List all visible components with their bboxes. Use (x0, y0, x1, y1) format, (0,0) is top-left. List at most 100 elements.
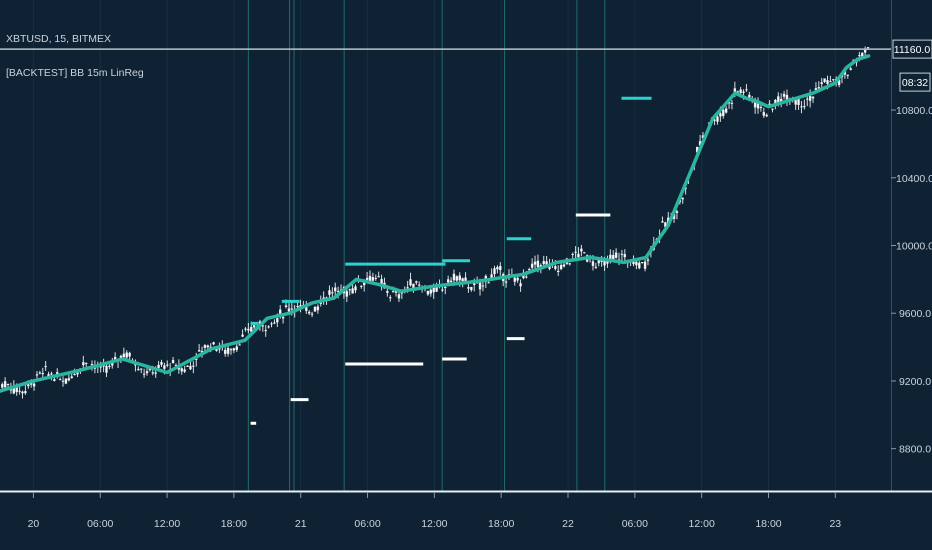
candle-body (722, 109, 725, 116)
candle-body (794, 99, 797, 105)
candle-body (154, 372, 157, 374)
candle-body (519, 283, 522, 287)
candle-body (328, 290, 331, 295)
candle-body (99, 366, 102, 368)
candle-body (226, 347, 230, 354)
candle-body (197, 350, 201, 352)
candle-body (533, 261, 537, 265)
candle-body (174, 364, 178, 366)
candle-body (195, 358, 198, 360)
candle-body (493, 268, 496, 275)
candle-body (64, 378, 68, 384)
candle-body (122, 353, 126, 358)
candle-body (441, 289, 444, 291)
candle-body (336, 291, 340, 293)
time-tick-label: 18:00 (488, 518, 514, 530)
candle-body (724, 108, 728, 113)
candle-body (137, 368, 140, 371)
candle-body (623, 254, 627, 258)
candle-body (713, 119, 716, 121)
indicator-label: [BACKTEST] BB 15m LinReg (6, 67, 144, 79)
candle-body (38, 372, 42, 374)
candle-body (696, 146, 699, 153)
candle-body (478, 281, 482, 290)
candle-body (391, 291, 395, 293)
candle-body (545, 261, 548, 267)
candle-body (160, 362, 163, 365)
candle-body (542, 261, 545, 265)
candle-body (785, 94, 789, 103)
candle-body (244, 328, 247, 330)
candle-body (820, 82, 823, 84)
candle-body (823, 78, 826, 82)
candle-body (808, 95, 812, 101)
candle-body (238, 344, 241, 346)
price-tick-label: 8800.0 (899, 444, 931, 456)
candle-body (406, 287, 409, 289)
candle-body (577, 253, 580, 258)
candle-body (345, 291, 349, 297)
candle-body (745, 89, 748, 91)
candle-body (389, 297, 392, 299)
candle-body (212, 342, 215, 345)
candle-body (351, 288, 354, 294)
candle-body (832, 79, 835, 81)
candle-body (719, 113, 722, 117)
candle-body (377, 276, 380, 278)
candle-body (334, 287, 337, 292)
candle-body (186, 365, 189, 367)
candle-body (296, 306, 299, 308)
candle-body (229, 349, 233, 351)
candle-body (15, 386, 18, 393)
candle-body (105, 365, 108, 373)
candle-body (140, 368, 143, 370)
time-tick-label: 22 (562, 518, 574, 530)
candle-body (664, 222, 667, 228)
candle-body (1, 384, 4, 388)
candle-body (496, 266, 499, 270)
price-tick-label: 9600.0 (899, 308, 931, 320)
candle-body (591, 261, 595, 266)
candle-body (67, 378, 71, 381)
candle-body (803, 106, 806, 108)
candle-body (44, 366, 47, 368)
candle-body (331, 292, 334, 294)
time-tick-label: 21 (295, 518, 307, 530)
candle-body (163, 365, 166, 369)
candle-body (279, 309, 282, 314)
candle-body (128, 352, 131, 357)
candle-body (774, 99, 777, 105)
candle-body (203, 345, 207, 348)
candle-body (290, 308, 294, 310)
candle-body (806, 98, 809, 100)
candle-body (811, 96, 815, 99)
candle-body (753, 101, 757, 108)
candle-body (108, 365, 111, 367)
candle-body (580, 248, 583, 252)
candle-body (814, 88, 818, 91)
candle-body (467, 287, 470, 289)
candle-body (313, 307, 317, 312)
candle-body (50, 373, 53, 375)
candle-body (458, 275, 461, 281)
candle-body (70, 376, 73, 379)
candle-body (861, 52, 864, 57)
last-price-badge (892, 39, 932, 59)
candle-body (270, 323, 273, 325)
candle-body (316, 306, 320, 311)
candle-body (487, 282, 490, 284)
candle-body (635, 261, 638, 266)
candle-body (61, 380, 65, 382)
candle-body (287, 308, 291, 312)
candle-body (716, 116, 719, 122)
candle-body (171, 359, 175, 364)
candle-body (672, 213, 676, 219)
candle-body (374, 277, 377, 279)
candle-body (192, 365, 195, 367)
candle-body (418, 284, 421, 286)
candle-body (661, 221, 664, 223)
candle-body (603, 259, 606, 266)
candle-body (305, 304, 308, 311)
